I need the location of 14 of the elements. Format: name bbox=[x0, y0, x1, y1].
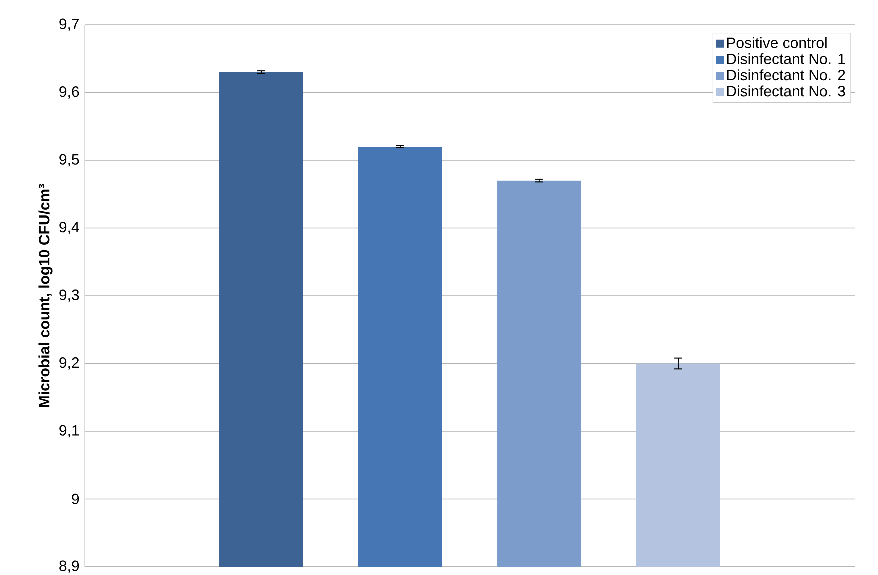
y-axis-title: Microbial count, log10 CFU/cm³ bbox=[38, 184, 53, 408]
legend-label: Disinfectant No. 3 bbox=[727, 86, 846, 97]
y-tick-label: 9,7 bbox=[60, 18, 80, 32]
legend-label: Positive control bbox=[727, 37, 827, 48]
legend-label: Disinfectant No. 1 bbox=[727, 53, 846, 64]
y-tick-label: 9,4 bbox=[60, 222, 80, 234]
legend-label: Disinfectant No. 2 bbox=[727, 70, 846, 81]
y-tick-label: 9,2 bbox=[60, 358, 80, 370]
y-tick-label: 9,1 bbox=[60, 425, 80, 438]
y-tick-label: 9,3 bbox=[60, 290, 80, 302]
y-tick-label: 9,6 bbox=[60, 86, 80, 99]
y-tick-label: 9 bbox=[72, 494, 80, 505]
y-tick-label: 8,9 bbox=[60, 560, 80, 574]
y-tick-label: 9,5 bbox=[60, 154, 80, 167]
